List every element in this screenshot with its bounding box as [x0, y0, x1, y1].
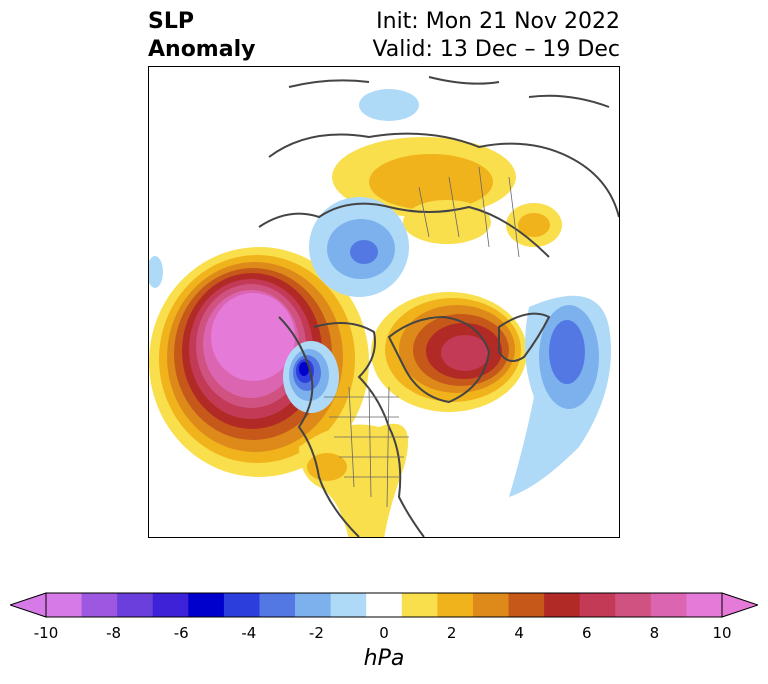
map-title-line1: SLP [148, 9, 194, 34]
political-borders [324, 166, 520, 508]
coastlines [258, 76, 619, 537]
colorbar-tick-label: 2 [446, 624, 457, 642]
colorbar-segment [579, 593, 616, 617]
colorbar-segment [615, 593, 652, 617]
colorbar-tick-label: 4 [514, 624, 524, 642]
anomaly-map [148, 66, 620, 538]
colorbar-segment [437, 593, 474, 617]
colorbar-segments [46, 593, 723, 617]
colorbar-tick-label: -4 [241, 624, 257, 642]
colorbar-tick-label: 10 [712, 624, 732, 642]
colorbar-segment [330, 593, 367, 617]
colorbar-segment [223, 593, 260, 617]
colorbar-segment [152, 593, 189, 617]
colorbar-segment [544, 593, 581, 617]
colorbar-tick-label: 6 [582, 624, 592, 642]
colorbar-over-arrow [721, 592, 758, 618]
map-title: SLP Anomaly [148, 8, 255, 64]
init-date-label: Init: Mon 21 Nov 2022 [376, 9, 620, 34]
colorbar-tick-label: -6 [173, 624, 189, 642]
map-title-line2: Anomaly [148, 37, 256, 62]
colorbar-segment [81, 593, 118, 617]
colorbar-tick-labels: -10 -8 -6 -4 -2 0 2 4 6 8 10 [0, 624, 768, 644]
europe-low-anomaly [509, 295, 611, 497]
colorbar-segment [259, 593, 296, 617]
anomaly-map-canvas [149, 76, 619, 537]
colorbar-tick-label: -8 [106, 624, 122, 642]
colorbar-segment [686, 593, 723, 617]
colorbar-segment [472, 593, 510, 617]
colorbar-segment [295, 593, 332, 617]
valid-range-label: Valid: 13 Dec – 19 Dec [372, 37, 620, 62]
colorbar-tick-label: -2 [308, 624, 324, 642]
colorbar-tick-label: 8 [649, 624, 660, 642]
map-subtitle: Init: Mon 21 Nov 2022 Valid: 13 Dec – 19… [372, 8, 620, 64]
colorbar-segment [188, 593, 225, 617]
colorbar-tick-label: 0 [379, 624, 389, 642]
colorbar-segment [366, 593, 403, 617]
colorbar-segment [650, 593, 687, 617]
arctic-low-anomaly [149, 89, 419, 297]
siberia-high-anomaly [332, 137, 562, 247]
colorbar-segment [508, 593, 545, 617]
colorbar-tick-label: -10 [33, 624, 59, 642]
colorbar-under-arrow [10, 592, 47, 618]
colorbar-unit-label: hPa [363, 646, 405, 671]
colorbar-segment [46, 593, 83, 617]
greenland-high-anomaly [371, 292, 527, 412]
colorbar-segment [401, 593, 438, 617]
colorbar [10, 592, 758, 618]
colorbar-segment [117, 593, 154, 617]
colorbar-outline [45, 592, 723, 618]
pacific-high-anomaly [149, 247, 369, 477]
